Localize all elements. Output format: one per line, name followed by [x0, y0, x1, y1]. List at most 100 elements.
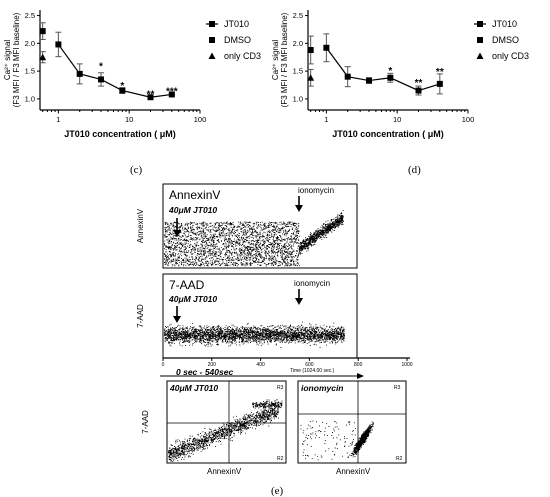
time-tick-label: 400: [256, 362, 265, 368]
y-tick-label: 2.5: [293, 11, 303, 20]
dot-plot-ionomycin: ionomycin R3 R2 AnnexinV: [297, 380, 407, 476]
7aad-band-dots: [164, 321, 345, 348]
significance-mark: **: [415, 78, 423, 89]
x-axis-label: JT010 concentration ( μM): [332, 129, 444, 139]
dot-plot-jt010-gate-r2: R2: [277, 456, 284, 462]
legend-marker: [208, 52, 216, 59]
dot-plot-jt010-dots: [168, 399, 283, 464]
arrowhead-annexin-iono: [295, 205, 303, 212]
point-JT010: [366, 77, 373, 84]
dot-plot-jt010-ylabel: 7-AAD: [141, 410, 150, 434]
significance-mark: *: [99, 62, 103, 73]
significance-mark: *: [120, 81, 124, 92]
panel-label-d: (d): [408, 164, 421, 176]
point-JT010: [168, 91, 175, 98]
time-tick-label: 200: [208, 362, 217, 368]
dp2-sparse-dots: [300, 420, 356, 461]
arrowhead-annexin-start: [173, 230, 181, 237]
dot-plot-jt010-title: 40μM JT010: [169, 383, 218, 393]
series-line-JT010: [57, 44, 172, 98]
dot-plot-ionomycin-frame: [297, 380, 407, 464]
point-JT010: [323, 44, 330, 51]
y-tick-label: 1.5: [293, 67, 303, 76]
legend-label: DMSO: [224, 35, 251, 45]
point-JT010: [344, 73, 351, 80]
time-tick-label: 600: [305, 362, 314, 368]
legend-marker: [477, 21, 483, 27]
legend-label: only CD3: [224, 51, 261, 61]
dp1-dots: [168, 399, 279, 464]
x-tick-label: 100: [194, 115, 207, 124]
y-axis-label-top: Ca²⁺ signal: [271, 40, 280, 80]
annexin-baseline-dots: [164, 221, 300, 267]
legend-label: DMSO: [492, 35, 519, 45]
time-axis-label: Time (1024.00 sec.): [290, 368, 335, 374]
y-tick-label: 1.5: [25, 67, 35, 76]
arrowhead-7aad-start: [173, 316, 181, 323]
point-JT010: [55, 41, 62, 48]
time-plot-annexin-treatment: 40μM JT010: [168, 205, 217, 215]
time-tick-label: 1000: [401, 362, 412, 368]
x-tick-label: 100: [462, 115, 475, 124]
y-tick-label: 2.5: [25, 11, 35, 20]
time-axis: Time (1024.00 sec.) 0 200 400 600 800 1000: [162, 357, 413, 374]
legend-label: JT010: [492, 19, 517, 29]
legend-label: JT010: [224, 19, 249, 29]
annexin-response-dots: [299, 210, 344, 255]
time-plot-7aad-treatment: 40μM JT010: [168, 294, 217, 304]
panel-label-c: (c): [130, 164, 143, 176]
point-JT010: [415, 87, 422, 94]
x-tick-label: 10: [125, 115, 133, 124]
time-plot-7aad: 7-AAD 40μM JT010 ionomycin 7-AAD: [136, 273, 358, 359]
x-axis-label: JT010 concentration ( μM): [64, 129, 176, 139]
time-plot-7aad-frame: [162, 273, 358, 359]
line-chart-c: 1.0 1.5 2.0 2.5 1 10 100 Ca²⁺ signal (F3 MFI / F…: [3, 10, 261, 139]
line-chart-d: 1.0 1.5 2.0 2.5 1 10 100 Ca²⁺ signal (F3 MFI / F…: [271, 10, 529, 139]
legend-label: only CD3: [492, 51, 529, 61]
7aad-dots: [164, 321, 345, 348]
x-tick-label: 1: [324, 115, 328, 124]
dot-plot-jt010: 40μM JT010 R3 R2 AnnexinV 7-AAD: [141, 380, 287, 476]
legend-marker: [209, 37, 215, 43]
significance-mark: *: [388, 66, 392, 77]
annexin-dots: [164, 210, 344, 267]
time-plot-annexin-title: AnnexinV: [169, 188, 220, 202]
point-DMSO: [39, 28, 46, 35]
time-range-arrowhead: [357, 373, 364, 379]
significance-mark: **: [436, 67, 444, 78]
dot-plot-jt010-gate-r3: R3: [277, 385, 284, 391]
point-JT010: [387, 74, 394, 81]
x-tick-label: 1: [56, 115, 60, 124]
time-range-marker: 0 sec - 540sec: [160, 367, 364, 379]
dot-plot-jt010-xlabel: AnnexinV: [207, 467, 242, 476]
time-range-label: 0 sec - 540sec: [176, 367, 233, 377]
dot-plot-jt010-frame: [166, 380, 287, 464]
point-DMSO: [307, 47, 314, 53]
series-line-JT010: [325, 47, 441, 92]
point-JT010: [147, 94, 154, 101]
y-axis-label: (F3 MFI / F3 MFI baseline): [280, 12, 289, 107]
dot-plot-ionomycin-xlabel: AnnexinV: [336, 467, 371, 476]
time-plot-7aad-event: ionomycin: [294, 279, 330, 288]
time-tick-label: 800: [354, 362, 363, 368]
time-tick-label: 0: [162, 362, 165, 368]
x-tick-label: 10: [393, 115, 401, 124]
y-tick-label: 1.0: [25, 94, 35, 103]
point-JT010: [76, 70, 83, 77]
significance-mark: **: [147, 89, 155, 100]
dp1-upper-dots: [252, 399, 283, 411]
legend-marker: [209, 21, 215, 27]
time-plot-annexin: AnnexinV 40μM JT010 ionomycin AnnexinV: [136, 183, 358, 269]
dot-plot-ionomycin-gate-r3: R3: [394, 385, 401, 391]
point-only CD3: [307, 74, 315, 81]
legend-marker: [477, 37, 483, 43]
time-plot-7aad-title: 7-AAD: [169, 278, 205, 292]
point-JT010: [119, 87, 126, 94]
y-tick-label: 2.0: [25, 39, 35, 48]
time-plot-annexin-ylabel: AnnexinV: [136, 208, 145, 243]
point-JT010: [436, 80, 443, 87]
arrowhead-7aad-iono: [295, 298, 303, 305]
dot-plot-ionomycin-gate-r2: R2: [396, 456, 403, 462]
panel-label-e: (e): [271, 485, 284, 497]
